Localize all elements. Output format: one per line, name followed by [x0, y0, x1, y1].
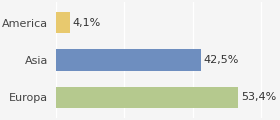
Text: 53,4%: 53,4% [241, 92, 276, 102]
Bar [56, 87, 238, 108]
Text: 42,5%: 42,5% [204, 55, 239, 65]
Text: 4,1%: 4,1% [73, 18, 101, 28]
Bar [56, 49, 201, 71]
Bar [56, 12, 70, 33]
